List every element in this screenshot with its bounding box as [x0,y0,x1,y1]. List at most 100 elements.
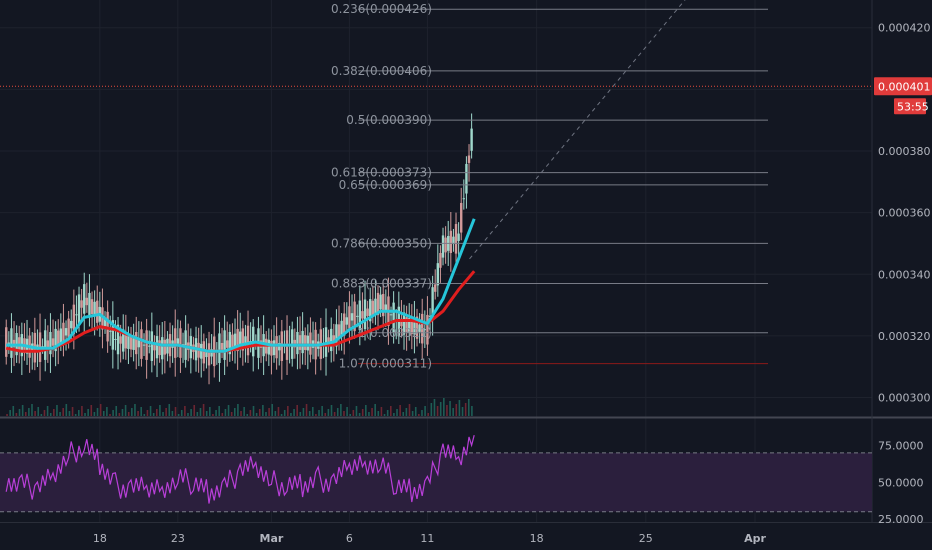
volume-bar [446,405,448,416]
volume-bar [187,413,189,416]
candle-body [426,314,429,345]
volume-bar [430,403,433,416]
volume-bar [159,405,161,416]
candle-body [176,338,180,346]
candle-body [163,339,167,355]
candle-body [145,330,148,360]
volume-bar [152,413,155,416]
volume-bar [137,411,139,416]
volume-bar [237,404,239,416]
candle-body [327,337,330,345]
volume-bar [443,398,445,416]
candle-body [408,318,411,334]
volume-bar [361,409,364,416]
candle-body [210,349,213,357]
volume-bar [34,411,36,416]
volume-bar [77,410,80,416]
candle-body [363,299,367,330]
candle-body [384,304,388,312]
volume-bar [115,406,118,416]
candle-body [301,330,304,354]
candle-body [467,155,471,163]
time-axis-label-4: 11 [420,532,434,545]
candle-body [85,297,89,306]
volume-bar [439,402,442,416]
candle-body [205,349,208,358]
volume-bar [202,404,205,416]
candle-body [457,233,460,241]
candle-body [421,313,424,344]
candle-body [236,328,239,352]
candle-body [330,328,333,352]
candle-body [470,128,473,151]
candle-body [41,346,44,348]
volume-bar [399,405,401,416]
volume-bar [43,410,46,416]
candle-body [109,330,112,332]
candle-body [90,299,94,315]
volume-bar [262,405,264,416]
candle-body [293,339,297,348]
volume-bar [408,404,411,416]
volume-bar [165,408,167,416]
volume-bar [452,408,454,416]
candle-body [309,332,312,355]
candle-body [96,300,99,323]
fib-label-5: 0.786(0.000350) [331,236,432,250]
volume-bar [458,400,461,416]
candle-body [7,342,11,344]
candle-body [93,301,96,317]
volume-bar [9,410,11,416]
candle-body [298,335,302,350]
volume-bar [411,411,414,416]
volume-bar [212,414,214,416]
volume-bar [471,406,473,416]
current-price-tag-text: 0.000401 [878,80,931,93]
candle-body [88,292,91,316]
volume-bar [283,410,286,416]
volume-bar [246,414,249,416]
volume-bar [249,410,252,416]
volume-bar [90,405,93,416]
candle-body [129,334,133,350]
candle-body [462,198,466,200]
volume-bar [277,407,280,416]
candle-body [304,335,307,350]
volume-bar [209,407,211,416]
volume-bar [121,409,124,416]
candle-body [64,328,68,336]
candle-body [335,324,338,347]
current-price-tag [874,77,932,96]
candle-body [350,313,354,321]
candle-body [296,331,299,355]
volume-bar [230,412,233,416]
volume-bar [287,406,289,416]
volume-bar [274,411,277,416]
volume-bar [127,412,130,416]
volume-bar [258,409,261,416]
volume-bar [405,408,408,416]
candle-body [179,328,182,358]
candle-body [348,306,351,329]
volume-bar [464,403,467,416]
volume-bar [12,406,15,416]
volume-bar [449,401,451,416]
candle-body [44,330,47,360]
volume-bar [31,404,33,416]
candle-body [371,300,375,316]
volume-bar [199,408,202,416]
volume-bar [424,406,426,416]
volume-bar [15,413,18,416]
volume-bar [324,413,327,416]
candle-body [434,284,437,292]
price-axis-label-1: 0.000320 [878,330,931,343]
candle-body [441,235,445,258]
candle-body [83,284,86,314]
candle-body [46,340,50,348]
volume-bar [302,408,305,416]
fib-label-2: 0.5(0.000390) [346,113,432,127]
volume-bar [106,407,108,416]
volume-bar [146,410,149,416]
